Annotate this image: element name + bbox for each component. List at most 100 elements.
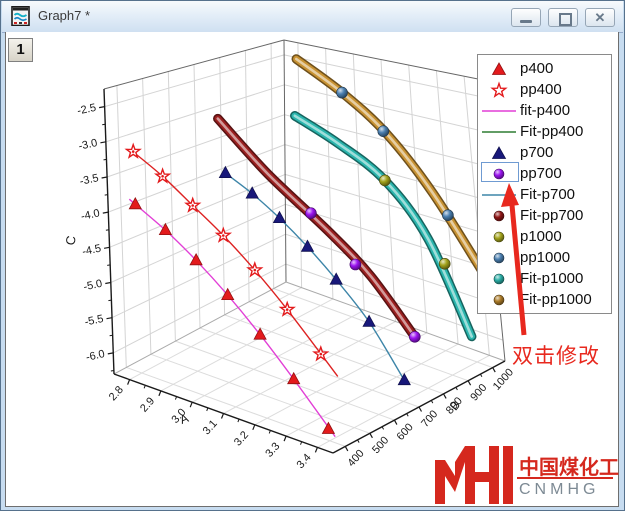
legend-item-p1000[interactable]: p1000 bbox=[478, 226, 611, 247]
line-legend-icon bbox=[482, 193, 516, 196]
grid-line bbox=[219, 57, 226, 315]
axis-b-tick-label: 900 bbox=[468, 382, 489, 404]
axis-a-tick bbox=[220, 413, 225, 419]
window-titlebar[interactable]: Graph7 * ✕ bbox=[2, 1, 623, 33]
grid-line bbox=[193, 64, 201, 329]
legend-box[interactable]: p400 pp400 fit-p400 Fit-pp400 p700 pp700 Fit-p… bbox=[477, 54, 612, 314]
restore-button[interactable] bbox=[548, 8, 578, 27]
triangle-marker bbox=[272, 210, 287, 224]
axis-b-tick bbox=[443, 393, 447, 399]
series-p1000 bbox=[379, 174, 451, 270]
grid-line bbox=[254, 332, 428, 426]
annotation-text[interactable]: 双击修改 bbox=[512, 345, 600, 368]
axis-c-minor-tick bbox=[103, 158, 107, 161]
axis-c-tick-label: -3.5 bbox=[79, 172, 100, 188]
legend-item-fit-p400[interactable]: fit-p400 bbox=[478, 100, 611, 121]
triangle-marker bbox=[253, 327, 267, 340]
legend-label: Fit-pp1000 bbox=[520, 291, 592, 308]
axis-c-minor-tick bbox=[108, 299, 112, 302]
legend-selection-box bbox=[481, 162, 519, 182]
axis-a-tick-label: 3.2 bbox=[232, 429, 251, 448]
axis-c-tick bbox=[98, 106, 105, 109]
graph-window-icon[interactable] bbox=[11, 6, 31, 26]
grid-line bbox=[191, 309, 365, 403]
star-center-dot bbox=[191, 204, 194, 207]
watermark-text-en: CNMHG bbox=[519, 481, 600, 498]
sphere-marker bbox=[336, 86, 348, 99]
axis-c-tick-label: -2.5 bbox=[76, 102, 97, 118]
sphere-marker bbox=[377, 125, 390, 137]
legend-item-Fit-p700[interactable]: Fit-p700 bbox=[478, 184, 611, 205]
axis-a-tick bbox=[158, 390, 162, 397]
grid bbox=[104, 42, 504, 448]
fit-line bbox=[224, 172, 405, 381]
minimize-icon bbox=[520, 20, 532, 23]
grid-line bbox=[129, 287, 302, 381]
grid-line bbox=[317, 354, 490, 448]
legend-item-p700[interactable]: p700 bbox=[478, 142, 611, 163]
axis-b-tick bbox=[369, 433, 373, 439]
star-center-dot bbox=[161, 175, 164, 178]
axis-b-minor-tick bbox=[381, 426, 385, 430]
axis-c-minor-tick bbox=[110, 370, 114, 372]
grid-line bbox=[160, 298, 334, 392]
axis-b-minor-tick bbox=[430, 400, 434, 404]
axis-c-tick bbox=[106, 317, 113, 320]
axis-a-tick bbox=[127, 379, 131, 385]
axis-b-tick bbox=[344, 446, 349, 452]
triangle-marker bbox=[221, 287, 235, 301]
legend-item-Fit-pp1000[interactable]: Fit-pp1000 bbox=[478, 289, 611, 310]
grid-line bbox=[223, 321, 396, 414]
series-pp700 bbox=[305, 207, 421, 343]
fit-line bbox=[129, 148, 339, 377]
sphere-legend-icon bbox=[493, 294, 505, 305]
legend-item-Fit-p1000[interactable]: Fit-p1000 bbox=[478, 268, 611, 289]
watermark-logo-icon bbox=[435, 446, 513, 504]
axis-a-minor-tick bbox=[268, 430, 271, 434]
grid-line bbox=[285, 343, 459, 437]
axis-c-minor-tick bbox=[102, 123, 106, 126]
triangle-marker bbox=[397, 372, 411, 386]
sphere-marker bbox=[442, 209, 454, 221]
star-center-dot bbox=[253, 268, 257, 272]
sphere-marker bbox=[379, 174, 391, 187]
minimize-button[interactable] bbox=[511, 8, 541, 27]
legend-item-Fit-pp700[interactable]: Fit-pp700 bbox=[478, 205, 611, 226]
legend-item-pp400[interactable]: pp400 bbox=[478, 79, 611, 100]
triangle-legend-icon bbox=[491, 61, 507, 75]
line-legend-icon bbox=[482, 109, 516, 112]
axis-a-tick-label: 2.9 bbox=[138, 395, 157, 414]
axis-b-tick bbox=[418, 406, 423, 412]
axis-c-tick-label: -5.0 bbox=[82, 278, 103, 294]
axis-c-tick bbox=[100, 141, 107, 144]
axis-c-tick bbox=[102, 211, 109, 214]
frame-top-right-edge bbox=[283, 39, 479, 80]
watermark-text-cn: 中国煤化工 bbox=[519, 457, 619, 479]
legend-label: p1000 bbox=[520, 228, 562, 245]
legend-item-pp1000[interactable]: pp1000 bbox=[478, 247, 611, 268]
layer-1-button[interactable]: 1 bbox=[8, 38, 33, 62]
legend-label: Fit-pp700 bbox=[520, 207, 584, 224]
legend-label: fit-p400 bbox=[520, 102, 571, 119]
legend-item-pp700[interactable]: pp700 bbox=[478, 163, 611, 184]
star-center-dot bbox=[222, 234, 225, 237]
axis-c-tick-label: -3.0 bbox=[77, 137, 98, 153]
frame-top-left-edge bbox=[103, 39, 285, 90]
axis-a-tick bbox=[189, 401, 193, 408]
triangle-marker bbox=[329, 272, 343, 285]
legend-item-p400[interactable]: p400 bbox=[478, 58, 611, 79]
triangle-marker bbox=[300, 239, 315, 252]
triangle-legend-icon bbox=[491, 145, 507, 159]
triangle-marker bbox=[287, 371, 301, 385]
window-title: Graph7 * bbox=[38, 8, 91, 23]
close-button[interactable]: ✕ bbox=[585, 8, 615, 27]
axis-b-minor-tick bbox=[455, 387, 458, 391]
line-legend-icon bbox=[482, 130, 516, 133]
sphere-marker bbox=[305, 207, 317, 219]
grid-line bbox=[116, 85, 127, 368]
legend-item-Fit-pp400[interactable]: Fit-pp400 bbox=[478, 121, 611, 142]
axis-b-tick-label: 500 bbox=[370, 434, 391, 456]
series-Fit-pp400 bbox=[129, 148, 339, 377]
